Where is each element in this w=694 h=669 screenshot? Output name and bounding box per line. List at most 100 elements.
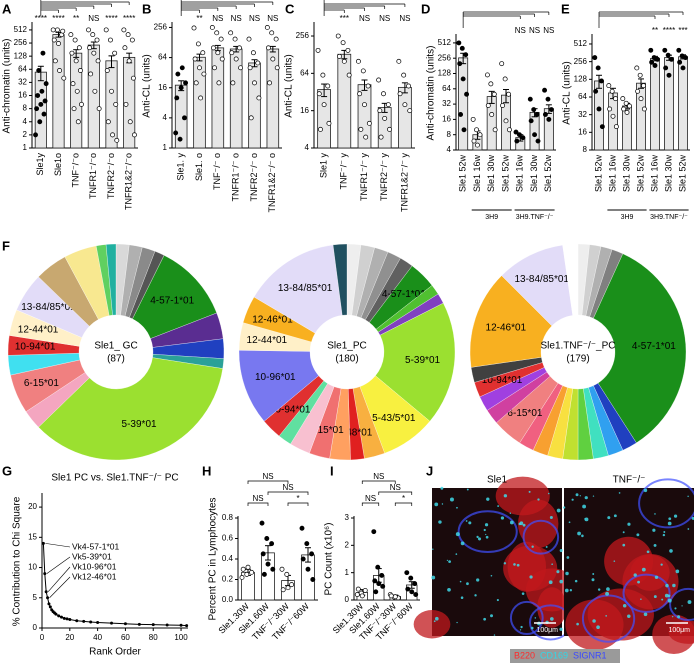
image-texture — [522, 519, 560, 555]
panel-letter: A — [2, 1, 12, 16]
panel-letter: C — [285, 1, 295, 16]
data-point — [677, 59, 683, 65]
y-axis-label: Anti-CL (units) — [284, 54, 295, 118]
legend-label: B220 — [514, 650, 535, 660]
data-point — [635, 88, 641, 94]
group-label: 3H9 — [621, 214, 634, 221]
image-texture — [476, 578, 480, 582]
image-texture — [596, 625, 600, 630]
data-point — [183, 80, 189, 86]
image-texture — [483, 528, 486, 532]
x-tick-label: Sle1 30w — [621, 155, 631, 193]
data-point — [669, 56, 674, 62]
legend-label: CD169 — [540, 650, 568, 660]
data-point — [285, 585, 291, 591]
image-texture — [605, 615, 607, 617]
data-point — [641, 83, 646, 89]
data-point — [174, 95, 180, 101]
data-point — [366, 120, 372, 126]
slice-label: 5-48*01 — [337, 427, 372, 438]
annotation-arrow — [45, 543, 71, 548]
data-point — [305, 566, 311, 572]
data-point — [388, 593, 394, 599]
group-label: 3H9.TNF⁻/⁻ — [516, 214, 554, 221]
bracket — [247, 502, 269, 506]
data-point — [123, 622, 127, 626]
data-point — [309, 551, 315, 557]
data-point — [191, 25, 197, 31]
data-point — [228, 30, 234, 36]
x-tick-label: Sle1 30w — [529, 155, 539, 193]
image-texture — [531, 626, 534, 630]
y-tick-label: 0.2 — [222, 575, 234, 584]
y-tick-label: 256 — [574, 57, 588, 66]
data-point — [595, 65, 601, 71]
x-tick-label: Sle1 16w — [649, 155, 659, 193]
image-texture — [556, 570, 560, 574]
image-texture — [528, 490, 531, 493]
slice-label: 4-57-1*01 — [382, 289, 426, 300]
data-point — [249, 569, 255, 575]
data-point — [457, 61, 463, 67]
slice-label: 12-46*01 — [486, 323, 527, 334]
y-tick-label: 8 — [447, 130, 452, 139]
image-texture — [576, 622, 579, 626]
data-point — [360, 68, 366, 74]
image-texture — [549, 617, 554, 621]
data-point — [229, 50, 235, 56]
y-tick-label: 2 — [345, 540, 350, 549]
significance: NS — [515, 26, 526, 35]
significance: NS — [543, 26, 554, 35]
image-texture — [496, 598, 499, 602]
image-texture — [581, 534, 584, 538]
y-tick-label: 32 — [18, 78, 27, 87]
image-texture — [640, 598, 642, 600]
significance: *** — [340, 14, 349, 23]
significance: **** — [663, 26, 675, 35]
annotation: Vk4-57-1*01 — [72, 541, 120, 551]
data-point — [38, 101, 44, 107]
image-texture — [518, 522, 521, 526]
data-point — [340, 40, 346, 46]
data-point — [109, 88, 114, 94]
bracket — [394, 502, 413, 506]
significance: NS — [529, 26, 540, 35]
data-point — [534, 112, 540, 117]
image-texture — [654, 513, 656, 515]
image-texture — [613, 514, 617, 518]
data-point — [264, 536, 270, 541]
image-texture — [633, 573, 637, 577]
data-point — [82, 619, 86, 623]
pie-slice — [562, 243, 579, 316]
significance: NS — [282, 483, 293, 492]
data-point — [245, 564, 251, 570]
image-texture — [559, 549, 563, 553]
data-point — [54, 612, 58, 616]
image-texture — [466, 488, 469, 491]
data-point — [210, 45, 216, 51]
data-point — [35, 93, 41, 98]
image-texture — [545, 546, 548, 548]
data-point — [407, 108, 413, 114]
image-texture — [641, 567, 646, 572]
image-label: TNF⁻/⁻ — [613, 475, 646, 486]
data-point — [75, 119, 81, 125]
image-texture — [662, 533, 666, 537]
data-point — [484, 72, 490, 78]
data-point — [75, 619, 79, 623]
data-point — [373, 589, 379, 595]
data-point — [269, 541, 275, 547]
data-point — [546, 116, 552, 122]
data-point — [201, 71, 207, 77]
data-point — [57, 68, 63, 73]
image-texture — [661, 598, 664, 601]
data-point — [151, 623, 155, 627]
slice-label: 10-96*01 — [255, 372, 296, 383]
data-point — [470, 116, 476, 122]
data-point — [402, 102, 408, 108]
slice-label: 13-84/85*01 — [21, 302, 76, 313]
pie-slice — [38, 357, 223, 461]
image-texture — [574, 579, 578, 583]
data-point — [376, 581, 382, 587]
image-texture — [432, 548, 434, 550]
